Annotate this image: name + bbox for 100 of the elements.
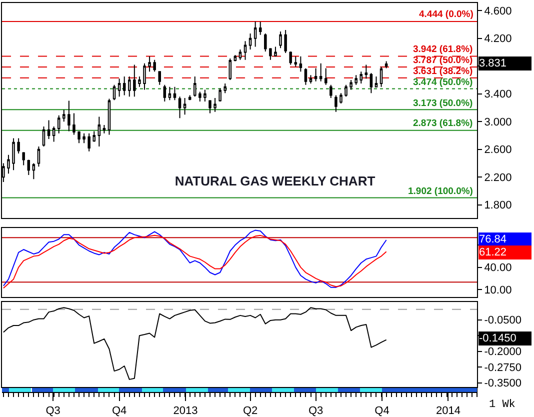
candlestick bbox=[68, 100, 70, 132]
candlestick bbox=[208, 100, 212, 114]
candlestick bbox=[128, 76, 131, 98]
ref-line-label: 3.942 (61.8%) bbox=[413, 44, 473, 55]
y-tick-label: 3.000 bbox=[484, 116, 512, 128]
candlestick bbox=[168, 86, 172, 101]
y-tick-label: 2.600 bbox=[484, 144, 512, 156]
y-tick-label: -0.2750 bbox=[484, 362, 522, 374]
candlestick bbox=[299, 56, 302, 72]
candlestick bbox=[350, 79, 352, 90]
candlestick bbox=[88, 132, 90, 152]
candlestick bbox=[57, 114, 60, 134]
x-tick-label: Q3 bbox=[46, 405, 60, 417]
candlestick bbox=[264, 33, 267, 52]
candlestick bbox=[183, 98, 186, 116]
candlestick bbox=[138, 76, 141, 88]
x-tick-label: Q4 bbox=[374, 405, 390, 417]
candlestick bbox=[133, 64, 136, 98]
candlestick bbox=[143, 62, 146, 90]
ref-line-label: 3.474 (50.0%) bbox=[413, 77, 473, 88]
candlestick bbox=[37, 146, 40, 168]
candlestick bbox=[62, 109, 66, 122]
y-tick-label: 2.200 bbox=[484, 172, 512, 184]
y-tick-label: 40.00 bbox=[484, 262, 512, 274]
candlestick bbox=[204, 89, 206, 102]
candlestick bbox=[370, 72, 373, 94]
candlestick bbox=[284, 30, 287, 54]
candlestick bbox=[108, 98, 111, 136]
candlestick bbox=[309, 74, 312, 84]
candlestick bbox=[384, 60, 388, 69]
candlestick bbox=[279, 30, 282, 49]
candlestick bbox=[254, 20, 257, 48]
candlestick bbox=[194, 76, 196, 98]
candlestick bbox=[218, 88, 222, 102]
x-tick-label: 2014 bbox=[436, 405, 460, 417]
candlestick bbox=[27, 159, 30, 176]
candlestick bbox=[82, 132, 86, 144]
candlestick bbox=[228, 58, 232, 80]
candlestick bbox=[78, 130, 80, 144]
candlestick bbox=[294, 56, 298, 68]
text: 3.831 bbox=[479, 57, 507, 70]
candlestick bbox=[374, 76, 378, 88]
candlestick bbox=[188, 94, 192, 100]
y-tick-label: 3.400 bbox=[484, 88, 512, 101]
candlestick bbox=[102, 124, 106, 134]
text: 61.22 bbox=[479, 246, 507, 258]
candlestick bbox=[224, 82, 226, 94]
candlestick bbox=[98, 116, 101, 148]
x-tick-label: Q2 bbox=[242, 405, 258, 417]
candlestick bbox=[234, 54, 237, 62]
y-tick-label: 1.800 bbox=[484, 200, 512, 212]
candlestick bbox=[118, 78, 121, 98]
candlestick bbox=[163, 84, 166, 102]
candlestick bbox=[153, 59, 156, 72]
candlestick bbox=[17, 138, 20, 154]
candlestick bbox=[258, 21, 262, 36]
y-tick-label: 4.600 bbox=[484, 5, 512, 18]
y-tick-label: 10.00 bbox=[484, 284, 512, 296]
candlestick bbox=[340, 92, 342, 104]
candlestick bbox=[289, 51, 292, 66]
candlestick bbox=[269, 48, 272, 60]
candlestick bbox=[72, 112, 76, 136]
candlestick bbox=[319, 62, 322, 82]
x-tick-label: Q3 bbox=[308, 405, 324, 417]
candlestick bbox=[274, 46, 277, 57]
candlestick bbox=[47, 120, 50, 140]
candlestick bbox=[354, 74, 358, 86]
candlestick bbox=[52, 126, 56, 142]
candlestick bbox=[122, 76, 126, 96]
candlestick bbox=[112, 84, 116, 101]
ref-line-label: 3.631 (38.2%) bbox=[413, 66, 473, 77]
candlestick bbox=[244, 40, 247, 60]
text: 76.84 bbox=[479, 233, 507, 246]
ref-line-label: 3.173 (50.0%) bbox=[413, 98, 473, 109]
text: -0.1450 bbox=[479, 332, 516, 344]
candlestick bbox=[360, 71, 363, 84]
candlestick bbox=[214, 98, 216, 112]
candlestick bbox=[304, 68, 308, 86]
candlestick bbox=[22, 152, 25, 166]
ref-line-label: 2.873 (61.8%) bbox=[413, 118, 473, 129]
candlestick bbox=[198, 91, 202, 102]
candlestick bbox=[178, 96, 182, 119]
candlestick bbox=[12, 138, 15, 171]
candlestick bbox=[32, 162, 36, 180]
candlestick bbox=[92, 130, 96, 142]
candlestick bbox=[148, 56, 151, 72]
candlestick bbox=[314, 68, 318, 82]
candlestick bbox=[380, 66, 383, 88]
candlestick bbox=[7, 154, 10, 174]
x-tick-label: Q4 bbox=[112, 405, 127, 417]
candlestick bbox=[158, 71, 161, 86]
candlestick bbox=[238, 48, 242, 60]
candlestick bbox=[344, 84, 348, 98]
y-tick-label: -0.2000 bbox=[484, 346, 522, 358]
candlestick bbox=[364, 64, 368, 80]
ref-line-label: 3.787 (50.0%) bbox=[413, 55, 473, 66]
x-tick-label: 2013 bbox=[173, 405, 198, 417]
y-tick-label: -0.3500 bbox=[484, 378, 522, 390]
text: NATURAL GAS WEEKLY CHART bbox=[174, 173, 376, 188]
candlestick bbox=[248, 33, 252, 50]
